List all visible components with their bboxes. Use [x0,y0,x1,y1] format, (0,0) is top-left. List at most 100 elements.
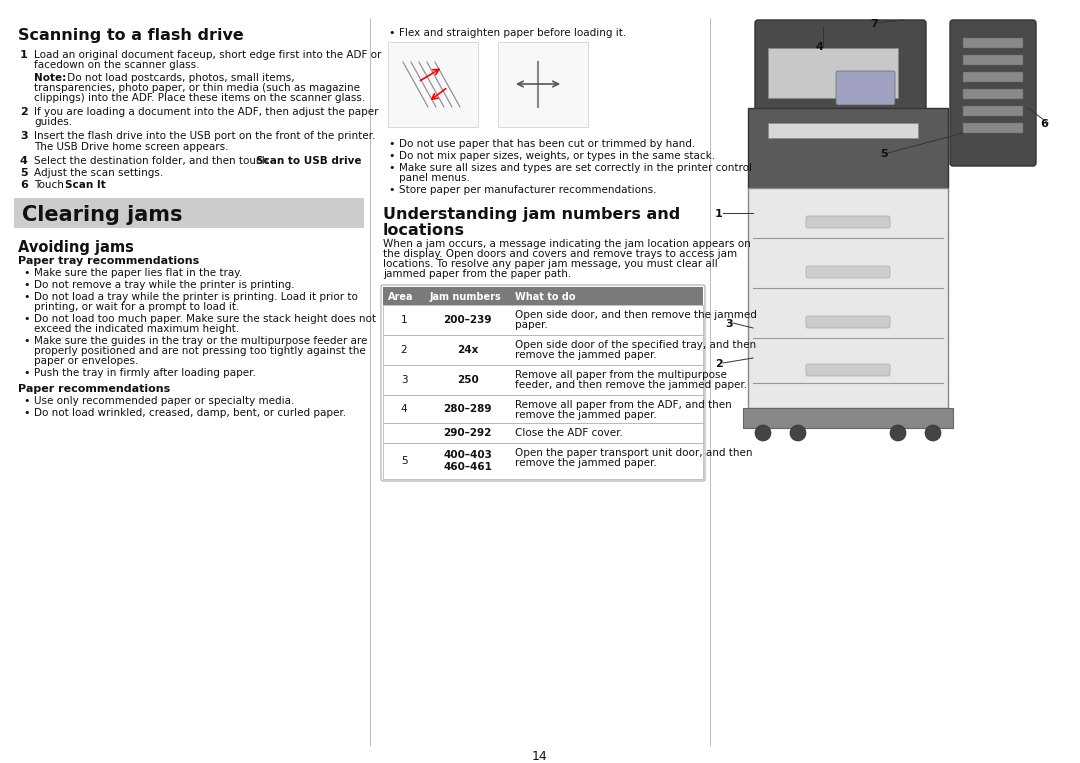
Text: Open side door of the specified tray, and then: Open side door of the specified tray, an… [515,340,756,350]
Text: paper.: paper. [515,320,548,330]
Text: exceed the indicated maximum height.: exceed the indicated maximum height. [33,324,240,334]
Text: .: . [102,180,106,190]
Text: properly positioned and are not pressing too tightly against the: properly positioned and are not pressing… [33,346,366,356]
FancyBboxPatch shape [498,42,588,127]
Bar [963,38,1023,48]
Bar [743,408,953,428]
Circle shape [924,425,941,441]
Text: 7: 7 [870,19,878,29]
Text: •: • [23,280,29,290]
Text: Do not load wrinkled, creased, damp, bent, or curled paper.: Do not load wrinkled, creased, damp, ben… [33,408,346,418]
Text: transparencies, photo paper, or thin media (such as magazine: transparencies, photo paper, or thin med… [33,83,360,93]
Text: Jam numbers: Jam numbers [430,292,502,302]
FancyBboxPatch shape [806,364,890,376]
Text: Note:: Note: [33,73,66,83]
Text: 460–461: 460–461 [443,462,491,472]
Text: 2: 2 [21,107,28,117]
Text: 2: 2 [401,345,407,355]
Text: 6: 6 [21,180,28,190]
Text: Push the tray in firmly after loading paper.: Push the tray in firmly after loading pa… [33,368,256,378]
Circle shape [890,425,906,441]
Text: the display. Open doors and covers and remove trays to access jam: the display. Open doors and covers and r… [383,249,738,259]
FancyBboxPatch shape [806,216,890,228]
Text: Store paper per manufacturer recommendations.: Store paper per manufacturer recommendat… [399,185,657,195]
Text: Flex and straighten paper before loading it.: Flex and straighten paper before loading… [399,28,626,38]
Text: Paper recommendations: Paper recommendations [18,384,171,394]
Text: •: • [23,314,29,324]
Text: Make sure the paper lies flat in the tray.: Make sure the paper lies flat in the tra… [33,268,242,278]
Text: 290–292: 290–292 [443,428,491,438]
Text: 4: 4 [815,42,823,52]
Text: 2: 2 [715,359,723,369]
Text: Open the paper transport unit door, and then: Open the paper transport unit door, and … [515,448,753,458]
Text: Do not load a tray while the printer is printing. Load it prior to: Do not load a tray while the printer is … [33,292,357,302]
Text: 6: 6 [1040,119,1048,129]
Text: Do not load postcards, photos, small items,: Do not load postcards, photos, small ite… [64,73,295,83]
Text: .: . [345,156,349,166]
Text: What to do: What to do [515,292,576,302]
Bar [383,365,703,395]
Bar [383,305,703,335]
Text: •: • [23,396,29,406]
FancyBboxPatch shape [748,188,948,408]
Text: Remove all paper from the multipurpose: Remove all paper from the multipurpose [515,370,727,380]
Text: Do not use paper that has been cut or trimmed by hand.: Do not use paper that has been cut or tr… [399,139,696,149]
FancyBboxPatch shape [806,316,890,328]
Text: remove the jammed paper.: remove the jammed paper. [515,350,657,360]
Text: jammed paper from the paper path.: jammed paper from the paper path. [383,269,571,279]
Text: 200–239: 200–239 [443,315,491,325]
Text: Remove all paper from the ADF, and then: Remove all paper from the ADF, and then [515,400,732,410]
FancyBboxPatch shape [836,71,895,105]
FancyBboxPatch shape [806,266,890,278]
Text: 14: 14 [532,750,548,763]
Bar [383,443,703,479]
Text: remove the jammed paper.: remove the jammed paper. [515,410,657,420]
Text: Scan It: Scan It [65,180,106,190]
Text: 5: 5 [21,168,28,178]
Text: Scanning to a flash drive: Scanning to a flash drive [18,28,244,43]
Text: Make sure the guides in the tray or the multipurpose feeder are: Make sure the guides in the tray or the … [33,336,367,346]
Text: 3: 3 [21,131,28,141]
Bar [14,198,364,228]
Bar [963,55,1023,65]
Text: 3: 3 [401,375,407,385]
Text: Close the ADF cover.: Close the ADF cover. [515,428,623,438]
Text: Scan to USB drive: Scan to USB drive [256,156,362,166]
FancyBboxPatch shape [768,123,918,138]
FancyBboxPatch shape [755,20,926,116]
Text: Open side door, and then remove the jammed: Open side door, and then remove the jamm… [515,310,757,320]
Text: printing, or wait for a prompt to load it.: printing, or wait for a prompt to load i… [33,302,240,312]
Text: •: • [23,368,29,378]
Text: •: • [388,163,394,173]
FancyBboxPatch shape [748,108,948,188]
Bar [963,123,1023,133]
Text: 4: 4 [21,156,28,166]
Text: Insert the flash drive into the USB port on the front of the printer.: Insert the flash drive into the USB port… [33,131,376,141]
Bar [768,48,897,98]
Bar [383,395,703,423]
Text: Do not load too much paper. Make sure the stack height does not: Do not load too much paper. Make sure th… [33,314,376,324]
Text: 400–403: 400–403 [443,450,491,460]
Text: The USB Drive home screen appears.: The USB Drive home screen appears. [33,142,229,152]
Text: remove the jammed paper.: remove the jammed paper. [515,458,657,468]
Text: •: • [23,268,29,278]
Text: Touch: Touch [33,180,67,190]
Bar [383,287,426,305]
Text: •: • [388,28,394,38]
Text: 250: 250 [457,375,478,385]
Text: Clearing jams: Clearing jams [22,205,183,225]
Text: •: • [23,336,29,346]
Text: locations: locations [383,223,465,238]
Bar [963,89,1023,99]
Bar [963,106,1023,116]
Text: 4: 4 [401,404,407,414]
Circle shape [789,425,806,441]
FancyBboxPatch shape [950,20,1036,166]
Text: 3: 3 [725,319,732,329]
Text: facedown on the scanner glass.: facedown on the scanner glass. [33,60,200,70]
Bar [383,423,703,443]
Text: •: • [23,408,29,418]
Text: Do not remove a tray while the printer is printing.: Do not remove a tray while the printer i… [33,280,295,290]
Text: feeder, and then remove the jammed paper.: feeder, and then remove the jammed paper… [515,380,747,390]
Text: If you are loading a document into the ADF, then adjust the paper: If you are loading a document into the A… [33,107,378,117]
